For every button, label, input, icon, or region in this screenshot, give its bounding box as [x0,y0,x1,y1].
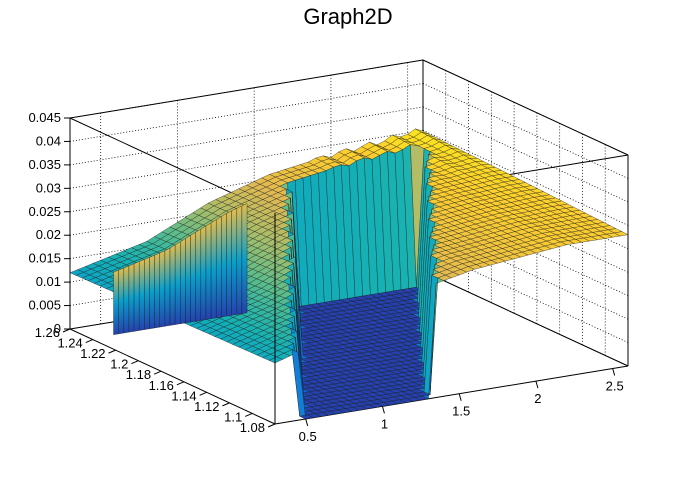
box-edge [422,59,629,156]
y-tick [108,349,116,354]
x-tick [381,406,385,414]
surface-wall [185,235,191,324]
y-tick-label: 1.22 [80,346,105,361]
surface-wall [139,259,145,331]
y-tick [267,423,276,428]
surface-wall [113,269,119,335]
box-edge [69,328,276,425]
surface-wall [133,261,140,332]
grid-line [69,83,424,142]
surface-wall [169,244,176,326]
y-tick-label: 1.2 [110,357,128,372]
surface-wall [180,238,186,324]
y-tick [245,412,253,417]
y-tick-label: 1.26 [35,325,60,340]
x-tick-label: 1.5 [452,404,470,419]
surface-wall [195,228,202,322]
surface-wall [190,231,196,323]
surface-wall [226,210,232,317]
surface-wall [144,257,150,330]
z-tick-label: 0 [54,321,61,336]
y-tick-label: 1.16 [149,378,174,393]
surface-wall [205,222,212,320]
surface-wall [154,252,160,329]
z-tick-label: 0.035 [28,157,61,172]
z-tick-label: 0.005 [28,298,61,313]
surface-cell [613,231,629,237]
x-tick [305,418,309,427]
y-tick-label: 1.12 [194,399,219,414]
box-edge [69,59,424,119]
x-tick-label: 2 [534,391,541,406]
surface-wall [118,267,124,335]
z-tick-label: 0.03 [36,180,61,195]
surface-wall [128,263,135,333]
y-tick-label: 1.08 [240,420,265,435]
z-tick-label: 0.025 [28,204,61,219]
y-tick [131,360,139,365]
surface-wall [164,247,171,327]
y-tick-label: 1.14 [171,388,196,403]
surface-wall [231,208,237,316]
x-tick-label: 2.5 [606,379,624,394]
surface-wall [159,250,166,328]
surface-wall [241,203,248,314]
y-tick-label: 1.18 [126,367,151,382]
x-tick [458,393,462,401]
y-tick [85,339,93,344]
z-tick-label: 0.01 [36,274,61,289]
z-tick-label: 0.04 [36,133,61,148]
surface-wall [149,254,155,330]
surface-wall [200,225,207,321]
chart-title: Graph2D [303,4,393,29]
x-tick [535,380,539,389]
x-tick-label: 1 [381,416,388,431]
surface-wall [216,216,222,319]
z-tick-label: 0.045 [28,110,61,125]
surface-wall [236,205,243,315]
z-tick-label: 0.015 [28,251,61,266]
surface-wall [221,213,227,318]
surface-wall [210,219,217,319]
surface-wall [123,265,130,334]
y-tick [222,402,230,407]
x-tick-label: 0.5 [299,429,317,444]
y-tick [153,370,162,375]
z-tick-label: 0.02 [36,227,61,242]
surface-wall [174,241,181,325]
y-tick [176,381,185,386]
y-tick-label: 1.1 [224,409,242,424]
y-tick-label: 1.24 [57,336,82,351]
x-tick [612,368,616,376]
box-edge [422,270,629,367]
y-tick [62,328,71,333]
y-tick [199,391,207,396]
